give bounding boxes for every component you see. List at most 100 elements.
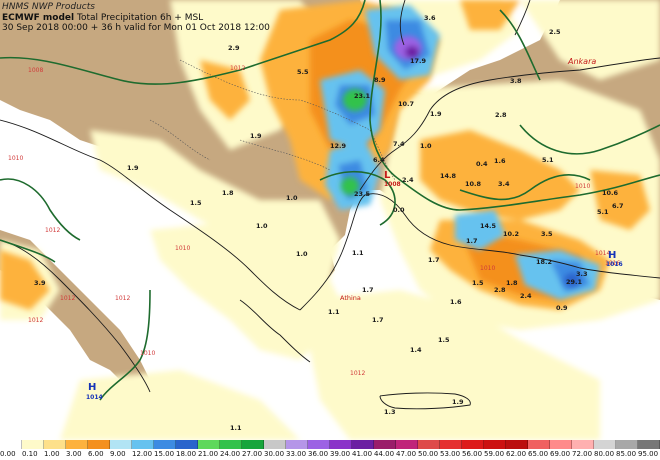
precip-value: 3.3 (576, 270, 588, 278)
legend-swatch (176, 440, 198, 449)
precip-value: 1.8 (222, 189, 234, 197)
precip-value: 10.7 (398, 100, 414, 108)
precip-value: 1.7 (372, 316, 384, 324)
legend-label: 12.00 (132, 450, 153, 458)
legend-label: 15.00 (154, 450, 175, 458)
legend-swatch (374, 440, 396, 449)
legend-label: 6.00 (88, 450, 104, 458)
legend-label: 56.00 (462, 450, 483, 458)
precip-value: 18.2 (536, 258, 552, 266)
precip-value: 23.1 (354, 92, 371, 100)
legend-swatch (154, 440, 176, 449)
precip-value: 1.6 (450, 298, 462, 306)
high-pressure-value: 1016 (606, 261, 623, 268)
precip-value: 1.1 (230, 424, 242, 432)
precip-value: 2.8 (495, 111, 507, 119)
precip-value: 1.0 (256, 222, 268, 230)
precip-value: 7.4 (393, 140, 405, 148)
coastlines (0, 0, 660, 410)
precip-value: 1.0 (286, 194, 298, 202)
precip-value: 29.1 (566, 278, 583, 286)
precip-value: 1.5 (438, 336, 450, 344)
precip-value: 1.0 (296, 250, 308, 258)
legend-swatch (44, 440, 66, 449)
isobar-labels: 1008 1010 1012 1012 1012 1010 1010 1012 … (8, 65, 620, 377)
legend-swatch (484, 440, 506, 449)
pressure-centres: H 1016 H 1014 L 1008 (86, 170, 623, 401)
legend-label: 33.00 (286, 450, 307, 458)
model-name: ECMWF model (2, 12, 75, 23)
precip-value: 1.8 (506, 279, 518, 287)
legend-label: 24.00 (220, 450, 241, 458)
legend-swatch (638, 440, 660, 449)
title-line: ECMWF model Total Precipitation 6h + MSL (2, 13, 270, 24)
legend-swatch (506, 440, 528, 449)
legend-swatch (22, 440, 44, 449)
legend-label: 72.00 (572, 450, 593, 458)
isobar-label: 1014 (595, 250, 610, 257)
legend-label: 65.00 (528, 450, 549, 458)
precip-value: 17.9 (410, 57, 427, 65)
precip-value: 3.5 (541, 230, 553, 238)
isobars (0, 0, 660, 401)
precip-value: 6.7 (612, 202, 624, 210)
legend-swatch (418, 440, 440, 449)
precip-value: 2.5 (549, 28, 561, 36)
legend-swatch (220, 440, 242, 449)
color-legend: 0.00 0.10 1.00 3.00 6.00 9.00 12.00 15.00 18.00 2… (0, 440, 660, 460)
precip-value: 2.9 (228, 44, 240, 52)
legend-label: 3.00 (66, 450, 82, 458)
precip-value: 0.0 (393, 206, 405, 214)
precip-value: 1.9 (127, 164, 139, 172)
precip-cores (341, 36, 580, 287)
legend-swatch (132, 440, 154, 449)
legend-swatch (528, 440, 550, 449)
isobar-label: 1010 (480, 265, 495, 272)
precip-value: 3.9 (34, 279, 46, 287)
legend-label: 27.00 (242, 450, 263, 458)
precip-value: 2.4 (402, 176, 414, 184)
legend-label: 80.00 (594, 450, 615, 458)
legend-swatch (198, 440, 220, 449)
precip-value: 14.8 (440, 172, 457, 180)
precip-value: 1.3 (384, 408, 396, 416)
legend-swatch (616, 440, 638, 449)
precip-value: 5.1 (542, 156, 554, 164)
legend-swatch (110, 440, 132, 449)
precip-value: 1.9 (452, 398, 464, 406)
precip-value: 3.4 (498, 180, 510, 188)
legend-label: 95.00 (638, 450, 659, 458)
map-header: HNMS NWP Products ECMWF model Total Prec… (2, 2, 270, 34)
legend-swatch (88, 440, 110, 449)
precip-value: 5.5 (297, 68, 309, 76)
precip-value: 1.1 (352, 249, 364, 257)
precip-value: 1.0 (420, 142, 432, 150)
legend-swatch (594, 440, 616, 449)
isobar-label: 1008 (28, 67, 43, 74)
precip-value: 2.4 (520, 292, 532, 300)
precip-value: 10.6 (602, 189, 619, 197)
legend-label: 18.00 (176, 450, 197, 458)
precip-value: 0.9 (556, 304, 568, 312)
city-label-ankara: Ankara (567, 57, 596, 66)
precip-value: 10.8 (465, 180, 482, 188)
legend-label: 0.10 (22, 450, 38, 458)
legend-label: 21.00 (198, 450, 219, 458)
isobar-label: 1016 (605, 260, 620, 267)
precip-value: 3.6 (424, 14, 436, 22)
legend-label: 59.00 (484, 450, 505, 458)
legend-swatch (462, 440, 484, 449)
legend-swatch (330, 440, 352, 449)
isobar-label: 1010 (575, 183, 590, 190)
precip-values: 3.6 2.5 17.9 2.9 5.5 8.9 23.1 10.7 3.8 2… (34, 14, 624, 432)
legend-swatch (286, 440, 308, 449)
precip-value: 1.9 (250, 132, 262, 140)
legend-swatch (66, 440, 88, 449)
legend-swatch (0, 440, 22, 449)
precip-value: 10.2 (503, 230, 519, 238)
legend-swatch (308, 440, 330, 449)
map-title: Total Precipitation 6h + MSL (77, 12, 204, 23)
precip-value: 5.1 (597, 208, 609, 216)
precip-value: 1.7 (466, 237, 478, 245)
low-pressure-value: 1008 (384, 181, 401, 188)
